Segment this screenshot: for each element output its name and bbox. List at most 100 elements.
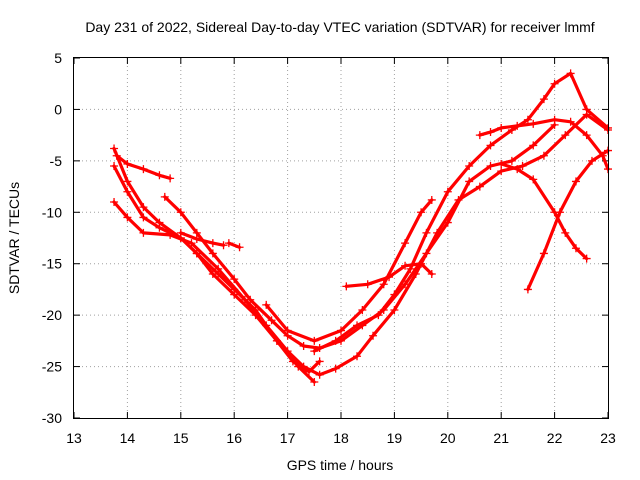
data-point-marker: [363, 280, 372, 289]
data-point-marker: [539, 95, 548, 104]
data-point-marker: [123, 213, 132, 222]
data-point-marker: [422, 249, 431, 258]
y-tick-label: -30: [42, 410, 62, 426]
data-point-marker: [561, 131, 570, 140]
x-tick-label: 17: [280, 430, 296, 446]
data-point-marker: [475, 182, 484, 191]
y-axis-label: SDTVAR / TECUs: [6, 182, 22, 294]
data-point-marker: [155, 223, 164, 232]
x-tick-label: 14: [120, 430, 136, 446]
data-point-marker: [417, 208, 426, 217]
series-sat-m: [523, 146, 612, 294]
data-point-marker: [486, 128, 495, 137]
data-point-marker: [529, 119, 538, 128]
data-point-marker: [390, 290, 399, 299]
x-tick-label: 20: [440, 430, 456, 446]
data-point-marker: [315, 357, 324, 366]
data-point-marker: [299, 362, 308, 371]
data-point-marker: [390, 306, 399, 314]
y-tick-label: 5: [54, 50, 62, 66]
data-point-marker: [427, 195, 436, 204]
data-point-marker: [166, 174, 175, 183]
data-point-marker: [331, 336, 340, 345]
data-point-marker: [513, 121, 522, 130]
series-sat-f: [176, 228, 228, 250]
data-point-marker: [139, 203, 148, 212]
data-point-marker: [539, 151, 548, 160]
x-tick-label: 19: [387, 430, 403, 446]
x-tick-label: 15: [173, 430, 189, 446]
y-tick-label: -5: [50, 153, 63, 169]
series-sat-j: [342, 259, 436, 291]
data-point-marker: [166, 230, 175, 239]
x-axis-label: GPS time / hours: [287, 457, 394, 473]
grid-lines: [74, 58, 608, 418]
data-point-marker: [235, 243, 244, 252]
x-tick-label: 22: [547, 430, 563, 446]
data-point-marker: [110, 198, 119, 206]
data-point-marker: [571, 177, 580, 186]
data-point-marker: [176, 208, 185, 217]
series-line: [227, 241, 242, 249]
data-point-marker: [110, 144, 119, 153]
plot-frame: [73, 57, 609, 419]
data-point-marker: [262, 321, 271, 330]
data-point-marker: [497, 167, 506, 176]
data-point-marker: [587, 156, 596, 165]
data-point-marker: [539, 249, 548, 258]
data-point-marker: [571, 244, 580, 253]
data-point-marker: [310, 347, 319, 356]
data-point-marker: [566, 69, 575, 78]
data-point-marker: [331, 364, 340, 373]
data-point-marker: [123, 159, 132, 168]
data-point-marker: [486, 141, 495, 150]
data-point-marker: [160, 192, 169, 201]
data-point-marker: [369, 331, 378, 340]
data-point-marker: [139, 228, 148, 237]
data-point-marker: [192, 249, 201, 258]
data-point-marker: [315, 370, 324, 379]
data-point-marker: [401, 239, 410, 248]
series-line: [264, 198, 434, 343]
data-point-marker: [353, 352, 362, 361]
x-tick-label: 13: [66, 430, 82, 446]
data-point-marker: [550, 115, 559, 124]
data-point-marker: [497, 123, 506, 132]
data-point-marker: [566, 117, 575, 126]
y-tick-label: 0: [54, 101, 62, 117]
data-point-marker: [374, 311, 383, 320]
data-point-marker: [123, 187, 132, 196]
data-point-marker: [529, 175, 538, 184]
data-point-marker: [262, 300, 271, 309]
data-point-marker: [507, 156, 516, 165]
data-point-marker: [422, 228, 431, 237]
data-point-marker: [582, 131, 591, 140]
data-point-marker: [523, 285, 532, 294]
series-sat-h: [262, 195, 436, 345]
data-point-marker: [139, 213, 148, 222]
data-point-marker: [529, 141, 538, 150]
data-point-marker: [214, 264, 223, 273]
y-tick-label: -10: [42, 204, 62, 220]
x-tick-label: 16: [226, 430, 242, 446]
series-sat-e: [160, 120, 559, 353]
data-point-marker: [443, 218, 452, 227]
series-sat-i: [310, 69, 612, 356]
data-point-marker: [246, 295, 255, 304]
data-point-marker: [385, 273, 394, 282]
data-point-marker: [475, 131, 484, 140]
data-point-marker: [139, 165, 148, 174]
data-point-marker: [310, 336, 319, 345]
data-point-marker: [208, 239, 217, 248]
data-point-marker: [342, 282, 351, 291]
data-point-marker: [427, 270, 436, 278]
y-tick-label: -20: [42, 307, 62, 323]
series-sat-g: [224, 239, 244, 252]
series-line: [112, 164, 316, 384]
data-point-marker: [443, 187, 452, 196]
data-point-marker: [486, 162, 495, 170]
data-point-marker: [219, 241, 228, 250]
data-point-marker: [283, 347, 292, 356]
